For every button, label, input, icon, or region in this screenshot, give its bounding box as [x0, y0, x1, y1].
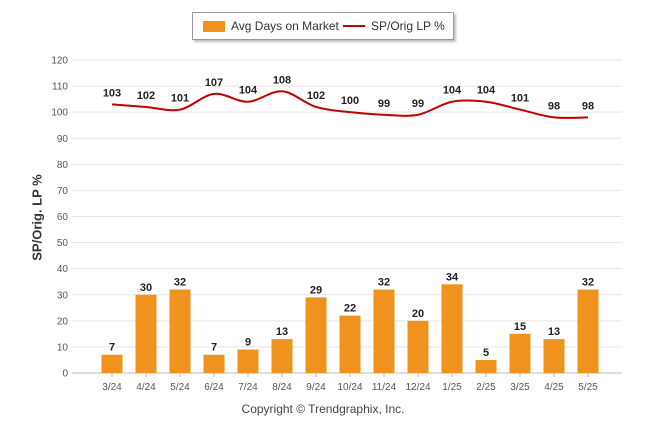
line-value-label: 98: [582, 100, 594, 112]
bar: [101, 354, 123, 373]
x-tick-label: 11/24: [372, 382, 397, 393]
data-labels: 7 30 32 7 9 13 29 22 32 20 34 5 15 13 32 103 102 101 107 10…: [103, 74, 594, 359]
line-value-label: 107: [205, 77, 223, 89]
legend-label-bar: Avg Days on Market: [231, 19, 339, 33]
line-value-label: 103: [103, 87, 121, 99]
line-value-label: 108: [273, 74, 291, 86]
bar-value-label: 32: [174, 277, 186, 289]
x-axis-ticks: 3/24 4/24 5/24 6/24 7/24 8/24 9/24 10/24 11/24 12…: [102, 373, 598, 393]
bar-value-label: 32: [582, 277, 594, 289]
bar-value-label: 13: [548, 326, 560, 338]
line-value-label: 100: [341, 95, 359, 107]
x-tick-label: 10/24: [337, 382, 362, 393]
x-tick-label: 1/25: [442, 382, 462, 393]
legend-item-line: SP/Orig LP %: [343, 19, 445, 33]
bar: [271, 339, 293, 373]
y-axis-label: SP/Orig. LP %: [29, 174, 45, 261]
bar-value-label: 15: [514, 321, 526, 333]
bar-value-label: 22: [344, 303, 356, 315]
legend-swatch-bar: [203, 20, 225, 32]
y-tick-label: 40: [57, 264, 69, 275]
y-tick-label: 0: [62, 369, 68, 380]
copyright-text: Copyright © Trendgraphix, Inc.: [241, 402, 405, 416]
x-tick-label: 4/25: [544, 382, 564, 393]
y-tick-label: 80: [57, 160, 69, 171]
y-tick-label: 90: [57, 134, 69, 145]
y-tick-label: 50: [57, 238, 69, 249]
x-tick-label: 6/24: [204, 382, 224, 393]
y-tick-label: 110: [52, 82, 68, 93]
y-tick-label: 10: [57, 342, 69, 353]
bar-value-label: 30: [140, 282, 152, 294]
line-value-label: 101: [171, 93, 189, 105]
series-line: [111, 90, 589, 119]
bar: [577, 289, 599, 373]
bar-value-label: 9: [245, 337, 251, 349]
bar: [373, 289, 395, 373]
line-value-label: 99: [378, 98, 390, 110]
bar-value-label: 20: [412, 308, 424, 320]
line-value-label: 98: [548, 100, 560, 112]
bar: [305, 297, 327, 373]
bar: [441, 284, 463, 373]
bar-value-label: 7: [211, 342, 217, 354]
line-value-label: 99: [412, 98, 424, 110]
bar-value-label: 34: [446, 271, 459, 283]
x-tick-label: 9/24: [306, 382, 326, 393]
y-tick-label: 100: [51, 108, 68, 119]
bar: [509, 333, 531, 373]
x-tick-label: 4/24: [136, 382, 156, 393]
line-value-label: 104: [239, 85, 258, 97]
y-axis-ticks: 0 10 20 30 40 50 60 70 80 90 100 110 120: [51, 56, 68, 380]
x-tick-label: 12/24: [405, 382, 430, 393]
y-tick-label: 120: [51, 56, 68, 67]
bar: [203, 354, 225, 373]
bar: [475, 359, 497, 373]
y-tick-label: 70: [57, 186, 69, 197]
y-tick-label: 60: [57, 212, 69, 223]
x-tick-label: 5/24: [170, 382, 190, 393]
bar-value-label: 32: [378, 277, 390, 289]
bar-value-label: 13: [276, 326, 288, 338]
bar: [339, 315, 361, 373]
legend-item-bar: Avg Days on Market: [203, 19, 339, 33]
bar: [169, 289, 191, 373]
bar: [237, 349, 259, 373]
bar: [543, 339, 565, 373]
x-tick-label: 3/25: [510, 382, 530, 393]
grid-lines: [72, 59, 622, 374]
y-tick-label: 30: [57, 290, 69, 301]
line-value-label: 102: [307, 90, 325, 102]
x-tick-label: 8/24: [272, 382, 292, 393]
line-value-label: 104: [443, 85, 462, 97]
legend-label-line: SP/Orig LP %: [371, 19, 445, 33]
bar: [407, 320, 429, 373]
bar-value-label: 7: [109, 342, 115, 354]
bar: [135, 294, 157, 373]
legend: Avg Days on Market SP/Orig LP %: [192, 12, 454, 40]
y-tick-label: 20: [57, 316, 69, 327]
line-series: [111, 90, 589, 119]
bar-value-label: 29: [310, 284, 322, 296]
bar-value-label: 5: [483, 347, 489, 359]
line-value-label: 104: [477, 85, 496, 97]
legend-swatch-line: [343, 25, 365, 27]
x-tick-label: 2/25: [476, 382, 496, 393]
x-tick-label: 3/24: [102, 382, 122, 393]
bar-series: [101, 284, 599, 373]
line-value-label: 102: [137, 90, 155, 102]
line-value-label: 101: [511, 93, 529, 105]
x-tick-label: 7/24: [238, 382, 258, 393]
x-tick-label: 5/25: [578, 382, 598, 393]
